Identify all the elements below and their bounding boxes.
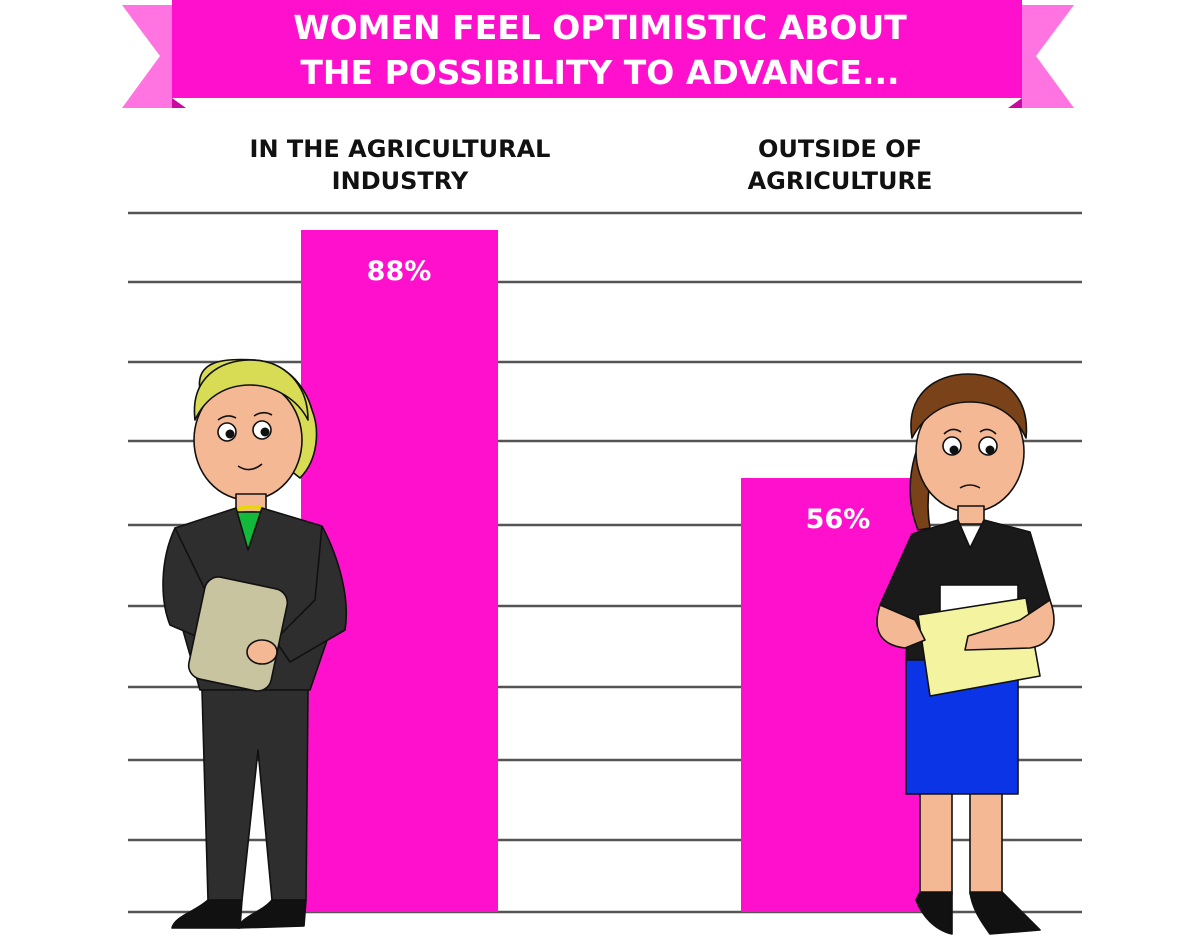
- right-shoe: [237, 899, 307, 929]
- blonde-hair-top: [193, 359, 309, 421]
- title-banner: WOMEN FEEL OPTIMISTIC ABOUT THE POSSIBIL…: [122, 0, 1074, 108]
- bar-outside-agriculture: [741, 478, 927, 912]
- frown: [959, 484, 981, 489]
- bar-value-label: 56%: [806, 504, 871, 535]
- hand: [246, 639, 278, 665]
- category-label-right-line-1: OUTSIDE OF: [758, 135, 922, 163]
- woman-smiling-figure: [162, 358, 348, 929]
- bars: 88% 56%: [301, 230, 927, 912]
- banner-title-line-1: WOMEN FEEL OPTIMISTIC ABOUT: [293, 8, 907, 47]
- banner-body: [172, 0, 1022, 98]
- banner-tail-left: [122, 5, 172, 108]
- left-shoe: [915, 891, 953, 935]
- category-label-left-line-2: INDUSTRY: [332, 167, 469, 195]
- banner-fold-right: [1008, 98, 1022, 108]
- banner-tail-right: [1022, 5, 1074, 108]
- suit-pants: [201, 689, 309, 901]
- banner-title-line-2: THE POSSIBILITY TO ADVANCE...: [300, 53, 899, 92]
- woman-worried-figure: [876, 373, 1055, 935]
- category-label-left-line-1: IN THE AGRICULTURAL: [250, 135, 551, 163]
- category-label-right-line-2: AGRICULTURE: [748, 167, 933, 195]
- right-shoe: [969, 891, 1041, 935]
- left-shoe: [171, 899, 243, 929]
- brown-hair: [910, 373, 1028, 439]
- banner-fold-left: [172, 98, 186, 108]
- smile: [237, 463, 263, 471]
- bar-value-label: 88%: [367, 256, 432, 287]
